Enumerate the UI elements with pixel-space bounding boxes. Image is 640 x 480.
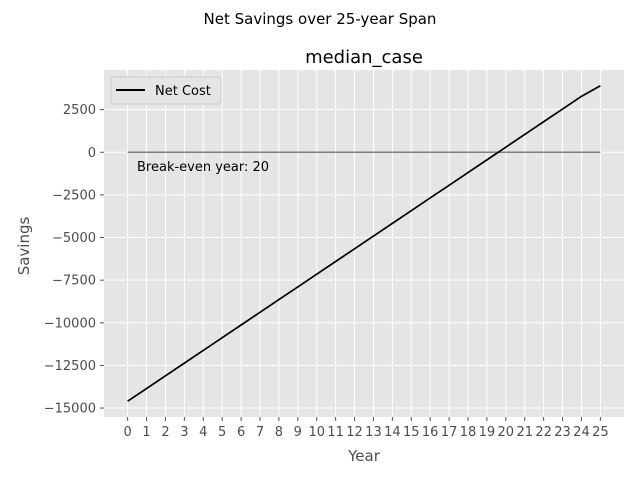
x-tick-label: 19 (479, 425, 496, 440)
x-axis-label: Year (347, 447, 381, 465)
y-tick-label: −7500 (52, 274, 96, 289)
x-tick-label: 11 (327, 425, 344, 440)
y-tick-label: −12500 (44, 359, 96, 374)
x-tick-label: 24 (573, 425, 590, 440)
x-tick-label: 20 (498, 425, 515, 440)
x-tick-label: 23 (554, 425, 571, 440)
y-tick-label: −2500 (52, 188, 96, 203)
x-tick-label: 16 (422, 425, 439, 440)
legend: Net Cost (110, 76, 222, 105)
x-tick-label: 17 (441, 425, 458, 440)
series-group (127, 85, 601, 402)
legend-box (110, 76, 222, 105)
x-tick-label: 8 (275, 425, 283, 440)
figure-title: Net Savings over 25-year Span (204, 10, 437, 28)
y-tick-label: −5000 (52, 231, 96, 246)
x-tick-label: 0 (123, 425, 131, 440)
series-line-net-cost (127, 85, 601, 402)
x-tick-label: 21 (516, 425, 533, 440)
x-tick-label: 6 (237, 425, 245, 440)
x-tick-label: 15 (403, 425, 420, 440)
x-tick-label: 13 (365, 425, 382, 440)
x-tick-label: 14 (384, 425, 401, 440)
x-tick-label: 22 (535, 425, 552, 440)
x-tick-label: 7 (256, 425, 264, 440)
x-tick-label: 5 (218, 425, 226, 440)
x-tick-label: 18 (460, 425, 477, 440)
y-axis-ticks: −15000 −12500 −10000 −7500 −5000 −2500 0 2500 (44, 103, 104, 417)
x-tick-label: 9 (294, 425, 302, 440)
legend-label-net-cost: Net Cost (155, 84, 211, 99)
y-tick-label: −10000 (44, 316, 96, 331)
y-tick-label: 2500 (63, 103, 96, 118)
x-tick-label: 1 (142, 425, 150, 440)
chart-title: median_case (305, 47, 423, 68)
y-tick-label: −15000 (44, 402, 96, 417)
x-tick-label: 2 (161, 425, 169, 440)
y-axis-label: Savings (15, 217, 33, 276)
break-even-annotation: Break-even year: 20 (137, 160, 269, 175)
x-tick-label: 4 (199, 425, 207, 440)
x-tick-label: 25 (592, 425, 609, 440)
grid (104, 70, 624, 417)
x-axis-ticks: 0 1 2 3 4 5 6 7 8 9 10 11 12 13 14 15 16 17 18 19 20 21 22 23 24… (123, 417, 609, 440)
x-tick-label: 3 (180, 425, 188, 440)
x-tick-label: 12 (346, 425, 363, 440)
y-tick-label: 0 (88, 146, 96, 161)
x-tick-label: 10 (308, 425, 325, 440)
